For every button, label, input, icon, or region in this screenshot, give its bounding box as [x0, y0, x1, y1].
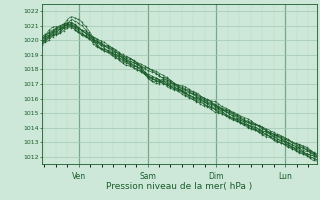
X-axis label: Pression niveau de la mer( hPa ): Pression niveau de la mer( hPa ) [106, 182, 252, 191]
